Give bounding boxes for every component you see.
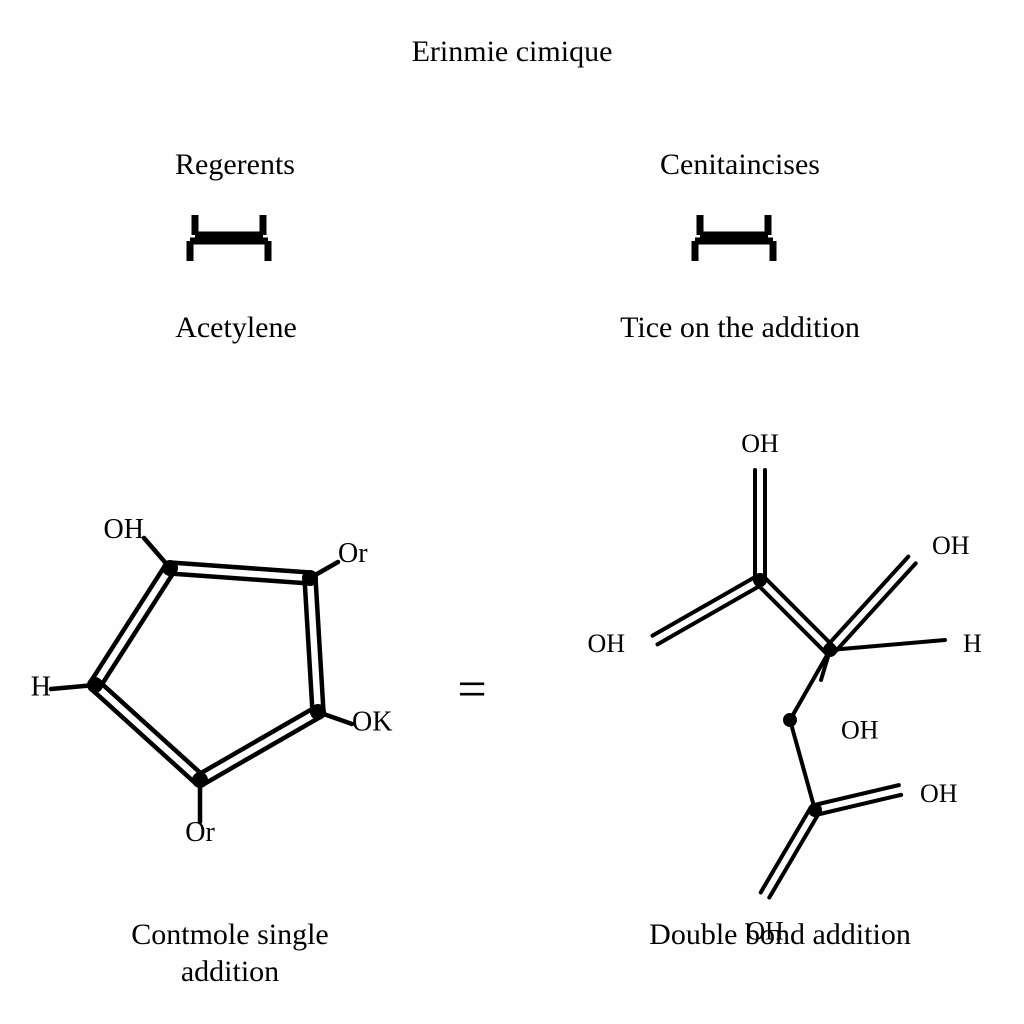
svg-text:H: H [963, 629, 982, 658]
svg-text:OH: OH [587, 629, 625, 658]
svg-text:OH: OH [741, 429, 779, 458]
molecule-right: OHOHOHHOHOHOH [0, 0, 1024, 1024]
caption-right: Double bond addition [649, 918, 911, 952]
caption-left-line2: addition [181, 955, 279, 989]
svg-text:OH: OH [920, 779, 958, 808]
svg-text:OH: OH [932, 531, 970, 560]
svg-text:OH: OH [841, 715, 879, 744]
caption-left-line1: Contmole single [131, 918, 329, 952]
